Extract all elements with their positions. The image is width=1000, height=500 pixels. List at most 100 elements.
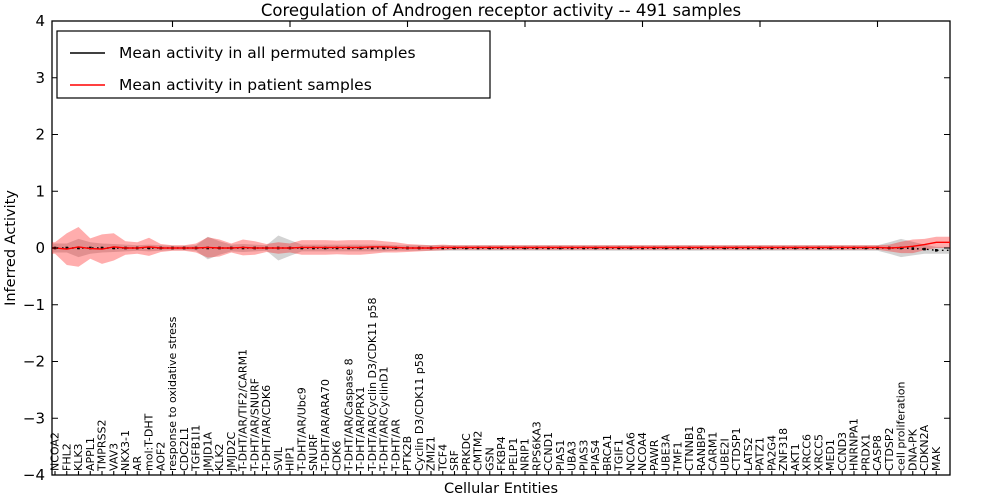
x-tick-label: UBE2I (718, 438, 731, 471)
x-tick-label: GSN (483, 447, 496, 471)
x-tick-label: RPS6KA3 (530, 421, 543, 471)
y-tick-label: 1 (35, 182, 45, 200)
axis-ticks (52, 20, 950, 476)
x-tick-label: ZNF318 (777, 428, 790, 471)
x-tick-label: APPL1 (84, 437, 97, 471)
series-lines (52, 241, 950, 252)
x-tick-label: CDKN2A (918, 424, 931, 471)
y-tick-label: −2 (23, 353, 45, 371)
permuted-marker (935, 249, 938, 252)
permuted-marker (112, 246, 116, 250)
permuted-marker (382, 246, 386, 250)
x-tick-label: NKX3-1 (119, 430, 132, 471)
x-tick-label: T-DHT/AR/CDK6 (260, 385, 273, 472)
y-tick-label: −4 (23, 466, 45, 484)
x-tick-label: XRCC5 (812, 434, 825, 471)
x-tick-label: PTK2B (401, 436, 414, 471)
x-tick-label: PELP1 (507, 438, 520, 471)
x-tick-label: ZMIZ1 (425, 436, 438, 471)
x-tick-label: CDK6 (331, 441, 344, 471)
x-tick-label: response to oxidative stress (166, 316, 179, 471)
x-tick-label: NRIP1 (519, 438, 532, 471)
x-tick-label: T-DHT/AR/Ubc9 (295, 387, 308, 472)
x-tick-label: JMJD2C (225, 432, 238, 472)
x-tick-label: HIP1 (284, 446, 297, 471)
x-tick-label: cell proliferation (895, 381, 908, 471)
x-tick-label: NCOA6 (624, 432, 637, 471)
x-tick-label: PRDX1 (859, 434, 872, 471)
x-tick-label: TMPRSS2 (96, 420, 109, 472)
x-tick-label: T-DHT/AR/Caspase 8 (342, 358, 355, 472)
x-tick-label: KLK3 (72, 443, 85, 471)
x-tick-label: T-DHT/AR/TIF2/CARM1 (237, 349, 250, 472)
y-tick-label: 2 (35, 126, 45, 144)
x-tick-label: CDC2L1 (178, 427, 191, 471)
x-tick-label: TMF1 (671, 441, 684, 472)
x-tick-label: CTDSP1 (730, 428, 743, 471)
x-tick-label: SNURF (307, 434, 320, 471)
permuted-marker (923, 247, 926, 251)
y-tick-label: 4 (35, 12, 45, 30)
chart-title: Coregulation of Androgen receptor activi… (261, 1, 741, 20)
x-tick-label: T-DHT/AR/CyclinD1 (378, 366, 391, 472)
x-tick-label: PIAS3 (577, 440, 590, 471)
x-tick-label: AR (131, 455, 144, 471)
x-tick-label: PATZ1 (754, 437, 767, 471)
x-tick-label: PIAS1 (554, 440, 567, 471)
y-tick-label: 3 (35, 69, 45, 87)
x-tick-labels: NCOA2FHL2KLK3APPL1TMPRSS2VAV3NKX3-1ARmol… (49, 297, 943, 472)
x-tick-label: T-DHT/AR (389, 419, 402, 472)
permuted-marker (370, 246, 374, 250)
tick-marks (52, 20, 950, 476)
x-tick-label: NCOA4 (636, 432, 649, 471)
x-tick-label: LATS2 (742, 437, 755, 471)
x-tick-label: T-DHT/AR/Cyclin D3/CDK11 p58 (366, 297, 379, 472)
x-tick-label: CTNNB1 (683, 426, 696, 471)
y-axis-label: Inferred Activity (3, 190, 19, 306)
patient-mean-line (52, 241, 950, 250)
y-tick-label: −1 (23, 296, 45, 314)
permuted-marker (911, 247, 915, 250)
x-tick-label: CARM1 (707, 432, 720, 471)
x-tick-label: SVIL (272, 446, 285, 471)
x-tick-label: CCND1 (542, 432, 555, 471)
x-tick-label: TGIF1 (613, 439, 626, 472)
permuted-marker (77, 246, 80, 250)
x-tick-label: mol:T-DHT (143, 413, 156, 471)
x-tick-label: TGFB1I1 (190, 425, 203, 472)
permuted-marker (100, 246, 104, 250)
x-tick-label: BRCA1 (601, 434, 614, 471)
x-tick-label: HNRNPA1 (848, 418, 861, 471)
x-tick-label: NCOA2 (49, 432, 62, 471)
x-tick-label: VAV3 (107, 443, 120, 471)
x-tick-label: SRF (448, 450, 461, 471)
legend: Mean activity in all permuted samples Me… (56, 30, 491, 99)
x-tick-label: KLK2 (213, 443, 226, 471)
x-tick-label: UBA3 (566, 441, 579, 471)
x-tick-label: T-DHT/AR/PRX1 (354, 386, 367, 472)
y-tick-labels: 4 3 2 1 0 −1 −2 −3 −4 (23, 12, 45, 484)
x-tick-label: AOF2 (154, 442, 167, 471)
x-tick-label: FHL2 (60, 443, 73, 471)
x-tick-label: CASP8 (871, 435, 884, 471)
permuted-marker (147, 246, 151, 250)
x-tick-label: UBE3A (660, 433, 673, 471)
x-tick-label: CMTM2 (472, 431, 485, 471)
x-tick-label: PAWR (648, 439, 661, 471)
y-tick-label: 0 (35, 239, 45, 257)
x-tick-label: MED1 (824, 439, 837, 471)
x-tick-label: RANBP9 (695, 427, 708, 471)
x-tick-label: PIAS4 (589, 440, 602, 471)
x-tick-label: PRKDC (460, 433, 473, 471)
x-tick-label: MAK (930, 446, 943, 471)
x-tick-label: PA2G4 (765, 435, 778, 471)
x-tick-label: Cyclin D3/CDK11 p58 (413, 353, 426, 471)
x-tick-label: XRCC6 (801, 434, 814, 471)
legend-box (56, 30, 491, 99)
legend-label-patient: Mean activity in patient samples (119, 76, 372, 94)
legend-label-permuted: Mean activity in all permuted samples (119, 44, 416, 62)
x-axis-label: Cellular Entities (444, 481, 558, 497)
x-tick-label: AKT1 (789, 443, 802, 471)
x-tick-label: T-DHT/AR/SNURF (248, 378, 261, 472)
x-tick-label: T-DHT/AR/ARA70 (319, 379, 332, 472)
